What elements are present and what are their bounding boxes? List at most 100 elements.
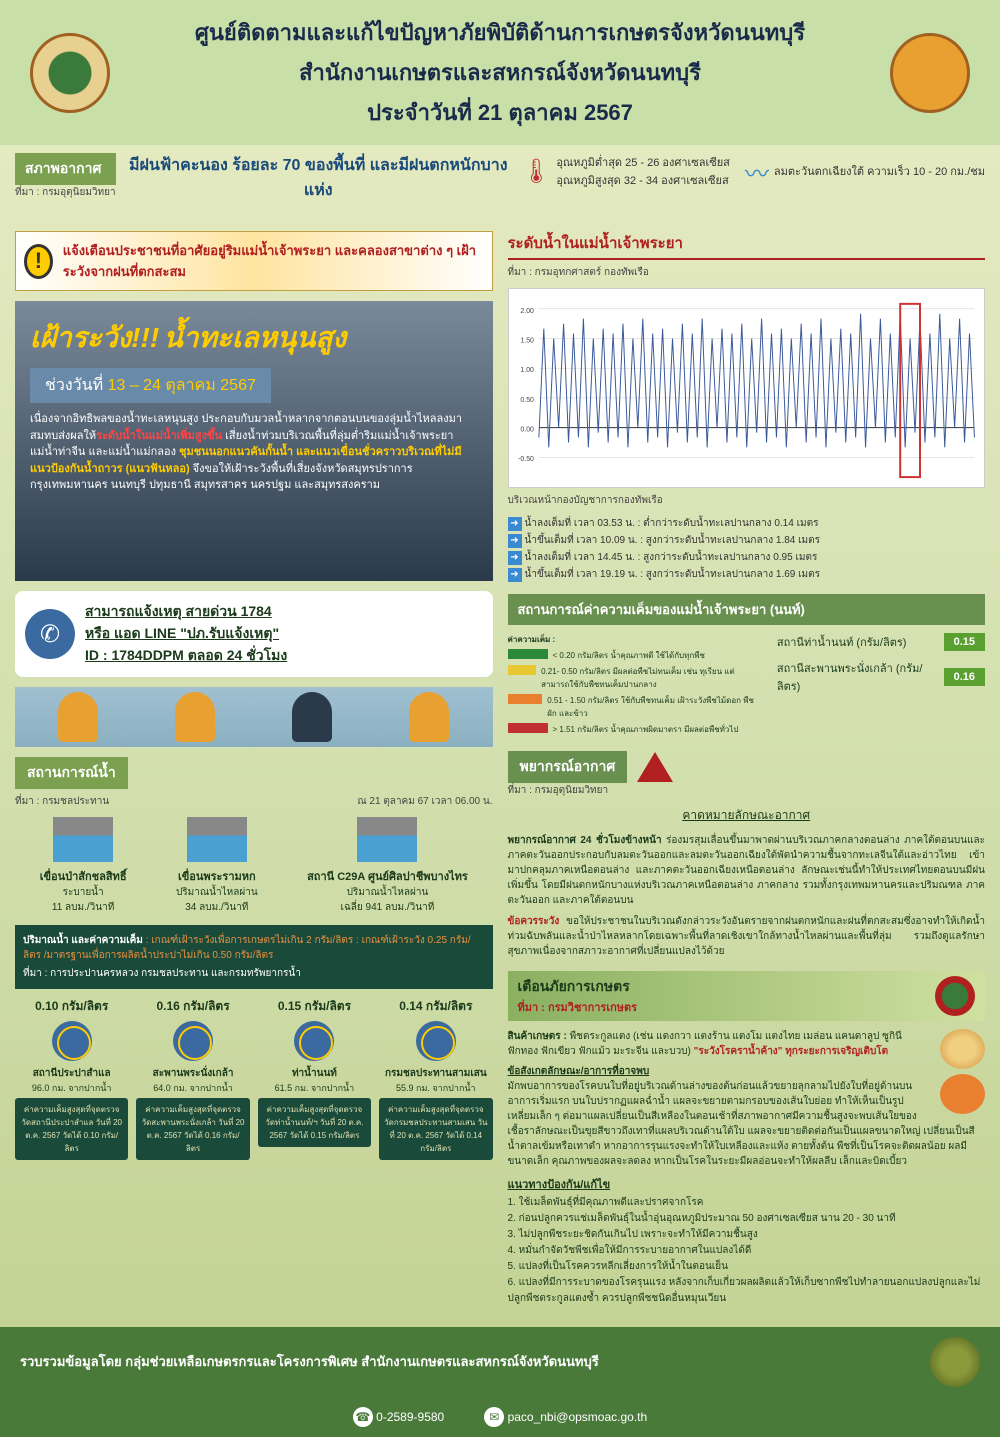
- forecast-section: พยากรณ์อากาศ ที่มา : กรมอุตุนิยมวิทยา คา…: [508, 751, 986, 959]
- triangle-warning-icon: [637, 752, 673, 782]
- forecast-para-1: พยากรณ์อากาศ 24 ชั่วโมงข้างหน้า ร่องมรสุ…: [508, 833, 986, 908]
- temp-low: อุณหภูมิต่ำสุด 25 - 26 องศาเซลเซียส: [556, 153, 730, 171]
- watermelon-icon: [935, 976, 975, 1016]
- flood-alert-box: ! แจ้งเตือนประชาชนที่อาศัยอยู่ริมแม่น้ำเ…: [15, 231, 493, 291]
- salinity-station: 0.14 กรัม/ลิตรกรมชลประทานสามเสน55.9 กม. …: [379, 997, 492, 1160]
- river-note: ➜น้ำขึ้นเต็มที่ เวลา 19.19 น. : สูงกว่าร…: [508, 567, 986, 582]
- page-header: ศูนย์ติดตามและแก้ไขปัญหาภัยพิบัติด้านการ…: [0, 0, 1000, 145]
- dam-row: เขื่อนป่าสักชลสิทธิ์ระบายน้ำ11 ลบม./วินา…: [15, 817, 493, 915]
- warning-title-2: น้ำทะเลหนุนสูง: [164, 322, 347, 353]
- salinity-station-readings: สถานีท่าน้ำนนท์ (กรัม/ลิตร)0.15 สถานีสะพา…: [777, 633, 985, 739]
- forecast-para-2: ข้อควรระวัง ขอให้ประชาชนในบริเวณดังกล่าว…: [508, 914, 986, 959]
- dam-item: สถานี C29A ศูนย์ศิลปาชีพบางไทรปริมาณน้ำไ…: [307, 817, 468, 915]
- phone-footer-icon: ☎: [353, 1407, 373, 1427]
- hotline-line-2: หรือ แอด LINE "ปภ.รับแจ้งเหตุ": [85, 623, 287, 645]
- legend-item: > 1.51 กรัม/ลิตร น้ำคุณภาพผิดมาตรา มีผลต…: [508, 723, 762, 736]
- fruit-icons: [940, 1029, 985, 1114]
- river-note: ➜น้ำลงเต็มที่ เวลา 03.53 น. : ต่ำกว่าระด…: [508, 516, 986, 531]
- forecast-subtitle: คาดหมายลักษณะอากาศ: [508, 806, 986, 825]
- header-title-2: สำนักงานเกษตรและสหกรณ์จังหวัดนนทบุรี: [110, 55, 890, 90]
- email-footer-icon: ✉: [484, 1407, 504, 1427]
- river-caption: บริเวณหน้ากองบัญชาการกองทัพเรือ: [508, 493, 986, 508]
- wind-icon: 〰: [745, 154, 769, 189]
- weather-summary-bar: สภาพอากาศ ที่มา : กรมอุตุนิยมวิทยา มีฝนฟ…: [0, 145, 1000, 211]
- salinity-stations-grid: 0.10 กรัม/ลิตรสถานีประปาสำแล96.0 กม. จาก…: [15, 997, 493, 1160]
- ministry-logo: [30, 33, 110, 113]
- river-note: ➜น้ำขึ้นเต็มที่ เวลา 10.09 น. : สูงกว่าร…: [508, 533, 986, 548]
- legend-item: 0.21- 0.50 กรัม/ลิตร มีผลต่อพืชไม่ทนเค็ม…: [508, 665, 762, 691]
- dam-item: เขื่อนป่าสักชลสิทธิ์ระบายน้ำ11 ลบม./วินา…: [40, 817, 127, 915]
- thermometer-icon: 🌡: [521, 157, 551, 186]
- water-tag: สถานการณ์น้ำ: [15, 757, 128, 789]
- phone-icon: ✆: [25, 609, 75, 659]
- prevention-item: 2. ก่อนปลูกควรแช่เมล็ดพันธุ์ในน้ำอุ่นอุณ…: [508, 1211, 986, 1227]
- salinity-station: 0.15 กรัม/ลิตรท่าน้ำนนท์61.5 กม. จากปากน…: [258, 997, 371, 1160]
- agri-symptoms: มักพบอาการของโรคบนใบที่อยู่บริเวณด้านล่า…: [508, 1079, 986, 1169]
- river-note: ➜น้ำลงเต็มที่ เวลา 14.45 น. : สูงกว่าระด…: [508, 550, 986, 565]
- header-title-1: ศูนย์ติดตามและแก้ไขปัญหาภัยพิบัติด้านการ…: [110, 15, 890, 50]
- page-root: ศูนย์ติดตามและแก้ไขปัญหาภัยพิบัติด้านการ…: [0, 0, 1000, 1437]
- river-notes: ➜น้ำลงเต็มที่ เวลา 03.53 น. : ต่ำกว่าระด…: [508, 516, 986, 582]
- pumpkin-icon: [940, 1074, 985, 1114]
- footer-phone: 0-2589-9580: [376, 1410, 444, 1424]
- dam-item: เขื่อนพระรามหกปริมาณน้ำไหลผ่าน34 ลบม./วิ…: [176, 817, 258, 915]
- prevention-item: 5. แปลงที่เป็นโรคควรหลีกเลี่ยงการให้น้ำใ…: [508, 1259, 986, 1275]
- footer-contact-bar: ☎ 0-2589-9580 ✉ paco_nbi@opsmoac.go.th: [0, 1397, 1000, 1437]
- figure-3: [292, 692, 332, 742]
- weather-tag: สภาพอากาศ: [15, 153, 116, 185]
- water-situation-section: สถานการณ์น้ำ ที่มา : กรมชลประทาน ณ 21 ตุ…: [15, 757, 493, 1160]
- hotline-line-1: สามารถแจ้งเหตุ สายด่วน 1784: [85, 601, 287, 623]
- agri-symptoms-label: ข้อสังเกตลักษณะ/อาการที่อาจพบ: [508, 1064, 986, 1079]
- river-level-section: ระดับน้ำในแม่น้ำเจ้าพระยา ที่มา : กรมอุท…: [508, 231, 986, 582]
- legend-item: < 0.20 กรัม/ลิตร น้ำคุณภาพดี ใช้ได้กับทุ…: [508, 649, 762, 662]
- page-footer: รวบรวมข้อมูลโดย กลุ่มช่วยเหลือเกษตรกรและ…: [0, 1327, 1000, 1397]
- agri-product: สินค้าเกษตร : พืชตระกูลแตง (เช่น แตงกวา …: [508, 1029, 986, 1059]
- salinity-reading: สถานีสะพานพระนั่งเกล้า (กรัม/ลิตร)0.16: [777, 659, 985, 695]
- salinity-status-title: สถานการณ์ค่าความเค็มของแม่น้ำเจ้าพระยา (…: [508, 594, 986, 625]
- forecast-title: พยากรณ์อากาศ: [508, 751, 628, 783]
- svg-text:0.00: 0.00: [520, 427, 534, 434]
- salinity-legend: ค่าความเค็ม : < 0.20 กรัม/ลิตร น้ำคุณภาพ…: [508, 633, 762, 739]
- figure-1: [58, 692, 98, 742]
- prevention-list: 1. ใช้เมล็ดพันธุ์ที่มีคุณภาพดีและปราศจาก…: [508, 1195, 986, 1307]
- warning-date: ช่วงวันที่ 13 – 24 ตุลาคม 2567: [30, 368, 271, 403]
- svg-text:1.50: 1.50: [520, 337, 534, 344]
- alert-text: แจ้งเตือนประชาชนที่อาศัยอยู่ริมแม่น้ำเจ้…: [63, 240, 484, 282]
- salinity-legend-items: < 0.20 กรัม/ลิตร น้ำคุณภาพดี ใช้ได้กับทุ…: [508, 649, 762, 736]
- svg-text:1.00: 1.00: [520, 367, 534, 374]
- weather-main-text: มีฝนฟ้าคะนอง ร้อยละ 70 ของพื้นที่ และมีฝ…: [126, 153, 511, 203]
- tide-warning-banner: เฝ้าระวัง!!! น้ำทะเลหนุนสูง ช่วงวันที่ 1…: [15, 301, 493, 581]
- header-date: ประจำวันที่ 21 ตุลาคม 2567: [110, 95, 890, 130]
- svg-text:0.50: 0.50: [520, 397, 534, 404]
- weather-source: ที่มา : กรมอุตุนิยมวิทยา: [15, 185, 116, 200]
- river-level-chart: 2.00 1.50 1.00 0.50 0.00 -0.50: [508, 288, 986, 488]
- warning-body: เนื่องจากอิทธิพลของน้ำทะเลหนุนสูง ประกอบ…: [30, 411, 478, 494]
- warning-title-1: เฝ้าระวัง!!!: [30, 322, 159, 353]
- office-logo: [890, 33, 970, 113]
- agri-title: เตือนภัยการเกษตร: [518, 976, 638, 998]
- warning-icon: !: [24, 244, 53, 279]
- salinity-criteria-bar: ปริมาณน้ำ และค่าความเค็ม : เกณฑ์เฝ้าระวั…: [15, 925, 493, 989]
- salinity-reading: สถานีท่าน้ำนนท์ (กรัม/ลิตร)0.15: [777, 633, 985, 651]
- figure-2: [175, 692, 215, 742]
- figure-4: [409, 692, 449, 742]
- water-date: ณ 21 ตุลาคม 67 เวลา 06.00 น.: [357, 794, 492, 809]
- footer-org: รวบรวมข้อมูลโดย กลุ่มช่วยเหลือเกษตรกรและ…: [20, 1351, 599, 1372]
- forecast-source: ที่มา : กรมอุตุนิยมวิทยา: [508, 783, 986, 798]
- salinity-station: 0.10 กรัม/ลิตรสถานีประปาสำแล96.0 กม. จาก…: [15, 997, 128, 1160]
- svg-text:-0.50: -0.50: [518, 456, 534, 463]
- agri-source: ที่มา : กรมวิชาการเกษตร: [518, 998, 638, 1016]
- agriculture-warning-section: เตือนภัยการเกษตร ที่มา : กรมวิชาการเกษตร…: [508, 971, 986, 1307]
- melon-icon: [940, 1029, 985, 1069]
- prevention-item: 4. หมั่นกำจัดวัชพืชเพื่อให้มีการระบายอาก…: [508, 1243, 986, 1259]
- prevention-item: 6. แปลงที่มีการระบาดของโรครุนแรง หลังจาก…: [508, 1275, 986, 1307]
- prevention-item: 1. ใช้เมล็ดพันธุ์ที่มีคุณภาพดีและปราศจาก…: [508, 1195, 986, 1211]
- water-source: ที่มา : กรมชลประทาน: [15, 794, 109, 809]
- rain-illustration: [15, 687, 493, 747]
- durian-icon: [930, 1337, 980, 1387]
- hotline-box: ✆ สามารถแจ้งเหตุ สายด่วน 1784 หรือ แอด L…: [15, 591, 493, 677]
- svg-text:2.00: 2.00: [520, 308, 534, 315]
- salinity-status-section: สถานการณ์ค่าความเค็มของแม่น้ำเจ้าพระยา (…: [508, 594, 986, 739]
- river-source: ที่มา : กรมอุทกศาสตร์ กองทัพเรือ: [508, 265, 986, 280]
- temp-high: อุณหภูมิสูงสุด 32 - 34 องศาเซลเซียส: [556, 171, 730, 189]
